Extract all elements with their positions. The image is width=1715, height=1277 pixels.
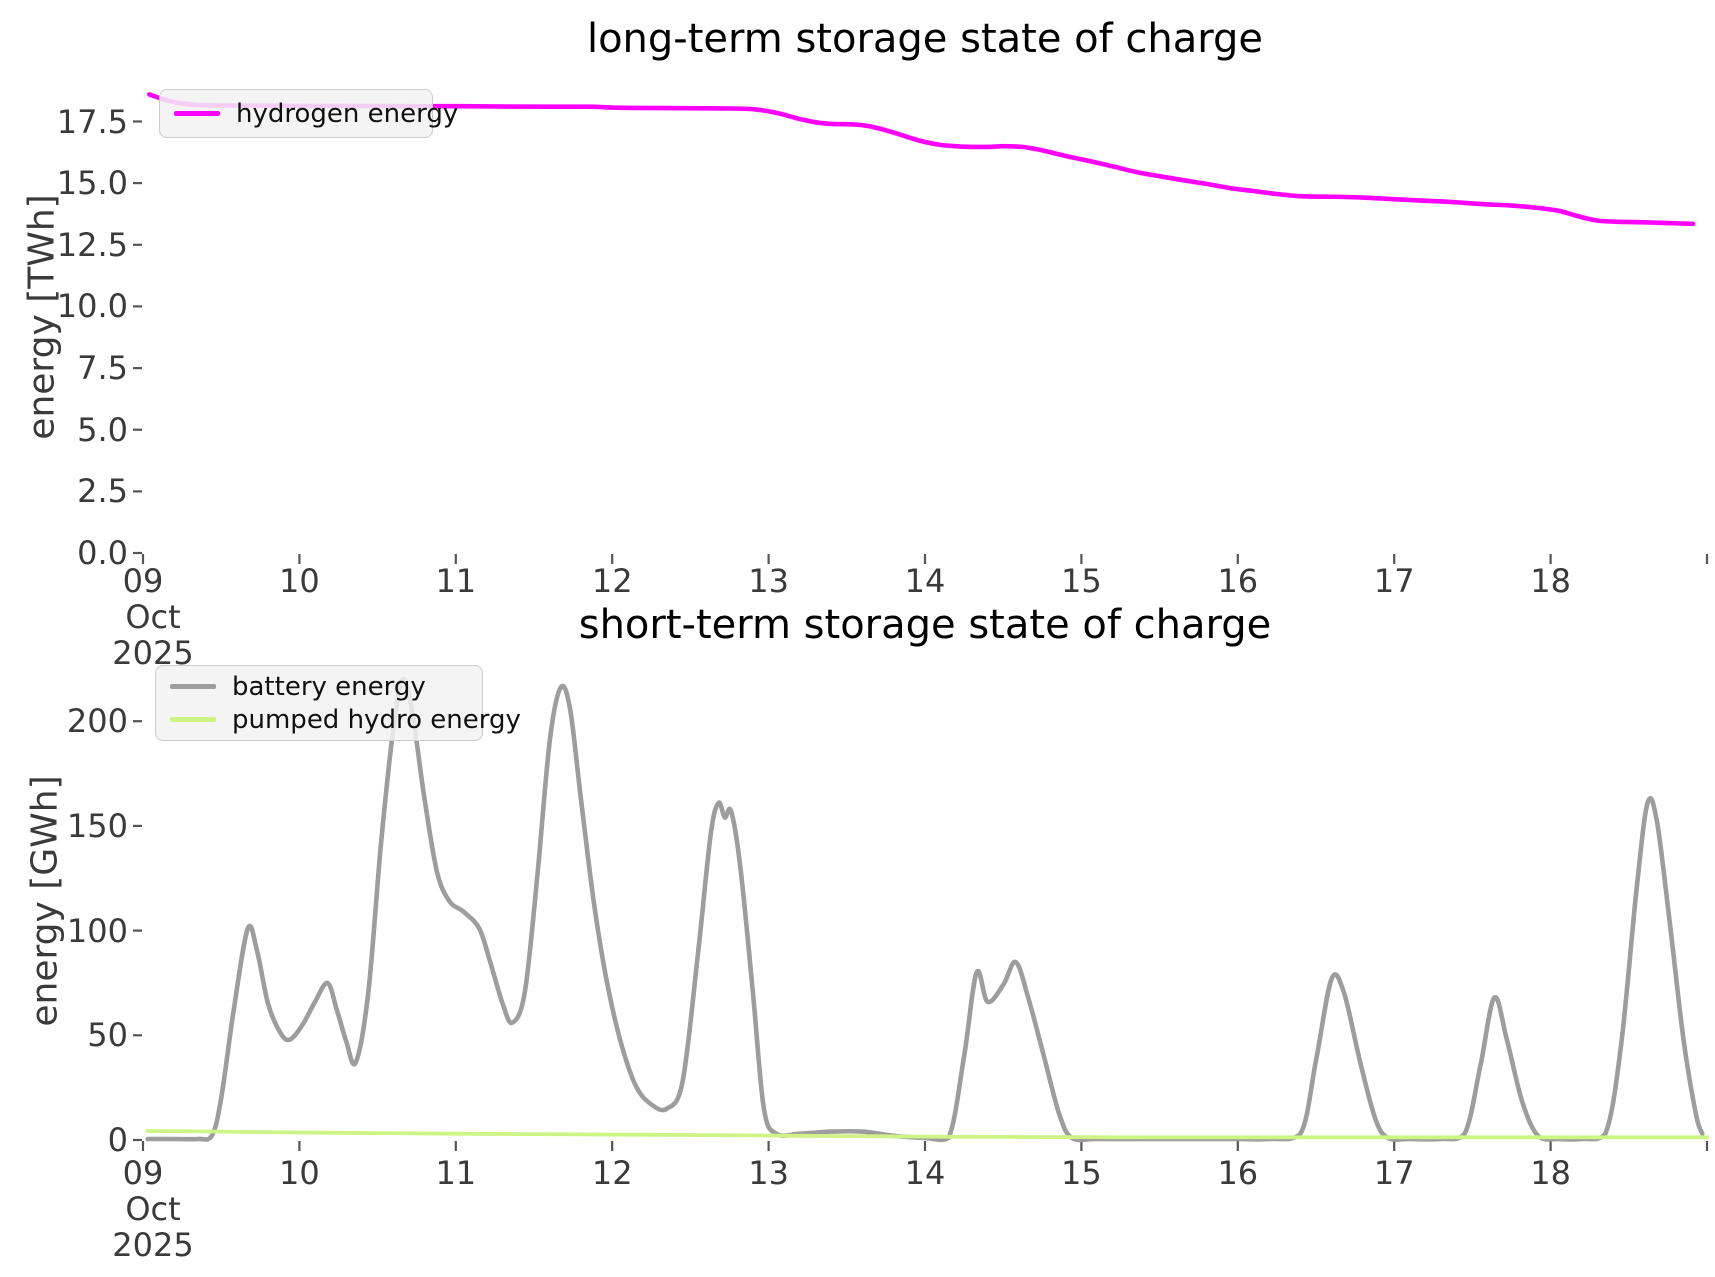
battery-energy-line: [145, 676, 1705, 1143]
top-legend: hydrogen energy: [159, 89, 458, 138]
top-chart-title: long-term storage state of charge: [586, 16, 1264, 62]
x-tick-label: 13: [748, 1154, 789, 1192]
x-tick-label: 17: [1373, 1154, 1415, 1192]
x-tick-label: 09: [122, 562, 164, 600]
hydrogen-energy-swatch: [174, 111, 220, 116]
x-tick-label: 18: [1530, 1154, 1571, 1192]
x-tick-label: 10: [279, 562, 320, 600]
y-tick-label: 150: [66, 806, 128, 845]
y-tick-label: 12.5: [56, 225, 128, 264]
legend-row-pumped-hydro: pumped hydro energy: [170, 703, 521, 736]
x-tick-label: 17: [1373, 562, 1415, 600]
y-tick-label: 0: [107, 1121, 128, 1159]
y-tick-label: 200: [66, 702, 128, 741]
x-axis-month-label: Oct: [125, 598, 181, 636]
y-tick-label: 50: [87, 1016, 128, 1055]
x-tick-label: 15: [1061, 1154, 1102, 1192]
y-tick-label: 100: [66, 911, 128, 950]
bottom-chart-plot: [133, 676, 1709, 1151]
y-tick-label: 15.0: [56, 164, 128, 203]
y-tick-label: 5.0: [77, 410, 128, 449]
x-axis-month-label: Oct: [125, 1190, 181, 1228]
x-tick-label: 14: [904, 562, 946, 600]
y-tick-label: 2.5: [77, 472, 128, 511]
legend-row-battery: battery energy: [170, 670, 468, 703]
x-tick-label: 12: [591, 1154, 633, 1192]
x-tick-label: 18: [1530, 562, 1571, 600]
x-tick-label: 11: [435, 562, 477, 600]
bottom-legend: battery energy pumped hydro energy: [155, 665, 521, 741]
hydrogen-energy-line: [147, 92, 1696, 227]
legend-row-hydrogen: hydrogen energy: [174, 96, 458, 132]
x-tick-label: 13: [748, 562, 789, 600]
legend-label-battery: battery energy: [232, 671, 426, 702]
y-tick-label: 10.0: [56, 287, 128, 326]
legend-label-pumped-hydro: pumped hydro energy: [232, 704, 521, 735]
x-axis-year-label: 2025: [112, 1226, 194, 1264]
top-chart-plot: [133, 92, 1709, 564]
y-tick-label: 7.5: [77, 349, 128, 388]
y-tick-label: 0.0: [77, 534, 128, 572]
y-tick-label: 17.5: [56, 102, 128, 141]
battery-energy-swatch: [170, 684, 216, 689]
pumped-hydro-energy-swatch: [170, 717, 216, 722]
x-tick-label: 09: [122, 1154, 164, 1192]
x-tick-label: 10: [279, 1154, 320, 1192]
legend-label-hydrogen: hydrogen energy: [236, 98, 459, 129]
x-tick-label: 16: [1217, 562, 1259, 600]
pumped-hydro-energy-line: [145, 1129, 1709, 1140]
x-tick-label: 14: [904, 1154, 946, 1192]
x-tick-label: 15: [1061, 562, 1102, 600]
bottom-chart-title: short-term storage state of charge: [578, 602, 1272, 648]
x-tick-label: 12: [591, 562, 633, 600]
x-tick-label: 16: [1217, 1154, 1259, 1192]
x-tick-label: 11: [435, 1154, 477, 1192]
